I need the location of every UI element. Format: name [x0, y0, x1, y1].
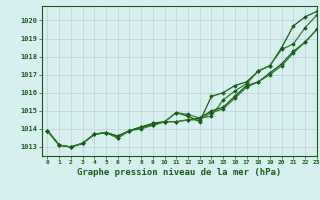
X-axis label: Graphe pression niveau de la mer (hPa): Graphe pression niveau de la mer (hPa) — [77, 168, 281, 177]
